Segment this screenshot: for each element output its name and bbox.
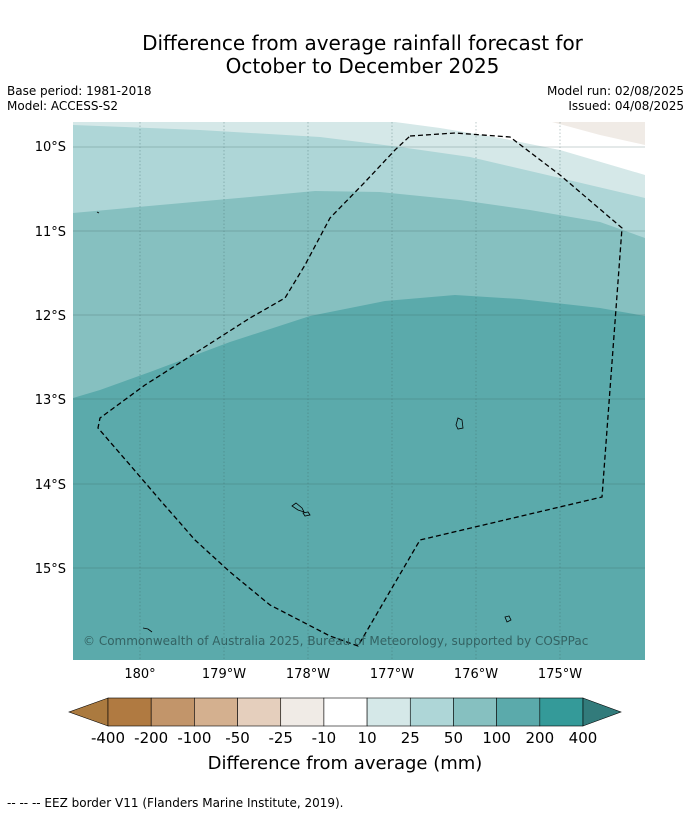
colorbar-segment (409, 697, 454, 727)
colorbar-segment (366, 697, 411, 727)
colorbar-tick-label: -100 (177, 729, 211, 747)
colorbar-tick-label: -400 (91, 729, 125, 747)
island-wallis (291, 502, 305, 513)
lat-label: 11°S (35, 225, 66, 240)
meta-left: Base period: 1981-2018 Model: ACCESS-S2 (7, 84, 152, 114)
colorbar-segment (194, 697, 238, 727)
band-10-25 (73, 122, 645, 198)
colorbar-tick-label: -200 (134, 729, 168, 747)
lon-label: 176°W (454, 667, 498, 682)
lat-label: 13°S (35, 393, 66, 408)
colorbar-segment (107, 697, 152, 727)
band-neg-10-25 (552, 122, 645, 145)
colorbar-tick-label: 100 (482, 729, 511, 747)
colorbar-segment (237, 697, 282, 727)
base-period: Base period: 1981-2018 (7, 84, 152, 98)
colorbar-tick-label: 10 (358, 729, 377, 747)
colorbar-segment (496, 697, 541, 727)
lon-label: 179°W (202, 667, 246, 682)
lat-label: 12°S (35, 309, 66, 324)
island-dot (96, 211, 100, 214)
island-rotuma (142, 627, 153, 633)
model-run: Model run: 02/08/2025 (546, 84, 684, 98)
lon-label: 178°W (286, 667, 330, 682)
colorbar-segment (539, 697, 584, 727)
colorbar-tick-label: 200 (525, 729, 554, 747)
model-name: Model: ACCESS-S2 (7, 99, 119, 113)
islands (96, 211, 512, 633)
colorbar-title: Difference from average (mm) (207, 753, 483, 774)
colorbar-tick-label: -25 (268, 729, 293, 747)
colorbar-tick-label: 400 (569, 729, 598, 747)
map-title-line2: October to December 2025 (225, 54, 500, 78)
colorbar-extend-low (68, 697, 109, 727)
copyright-notice: © Commonwealth of Australia 2025, Bureau… (83, 634, 588, 648)
colorbar: -400 -200 -100 -50 -25 -10 10 25 50 100 200 400 (68, 697, 622, 747)
colorbar-tick-label: 50 (444, 729, 463, 747)
map-title-line1: Difference from average rainfall forecas… (142, 31, 583, 55)
lat-label: 14°S (35, 478, 66, 493)
rainfall-anomaly-layer (73, 122, 645, 660)
meta-right: Model run: 02/08/2025 Issued: 04/08/2025 (547, 84, 684, 114)
colorbar-tick-label: -50 (225, 729, 250, 747)
colorbar-tick-label: 25 (401, 729, 420, 747)
colorbar-segment (150, 697, 195, 727)
latitude-labels: 10°S 11°S 12°S 13°S 14°S 15°S (35, 140, 66, 577)
lon-label: 175°W (538, 667, 582, 682)
graticule (73, 122, 645, 660)
colorbar-extend-high (582, 697, 622, 727)
eez-border (97, 132, 623, 647)
lon-label: 180° (124, 667, 155, 682)
colorbar-tick-label: -10 (312, 729, 337, 747)
colorbar-segment (323, 697, 368, 727)
lon-label: 177°W (370, 667, 414, 682)
colorbar-segment (280, 697, 325, 727)
lat-label: 10°S (35, 140, 66, 155)
longitude-labels: 180° 179°W 178°W 177°W 176°W 175°W (124, 667, 582, 682)
island-swains (455, 417, 464, 430)
issued-date: Issued: 04/08/2025 (568, 99, 684, 113)
island-niuafoou (504, 615, 512, 623)
colorbar-segment (453, 697, 497, 727)
island-futuna (302, 511, 311, 517)
lat-label: 15°S (35, 562, 66, 577)
eez-footnote: -- -- -- EEZ border V11 (Flanders Marine… (7, 796, 344, 810)
band-neutral (395, 122, 645, 175)
